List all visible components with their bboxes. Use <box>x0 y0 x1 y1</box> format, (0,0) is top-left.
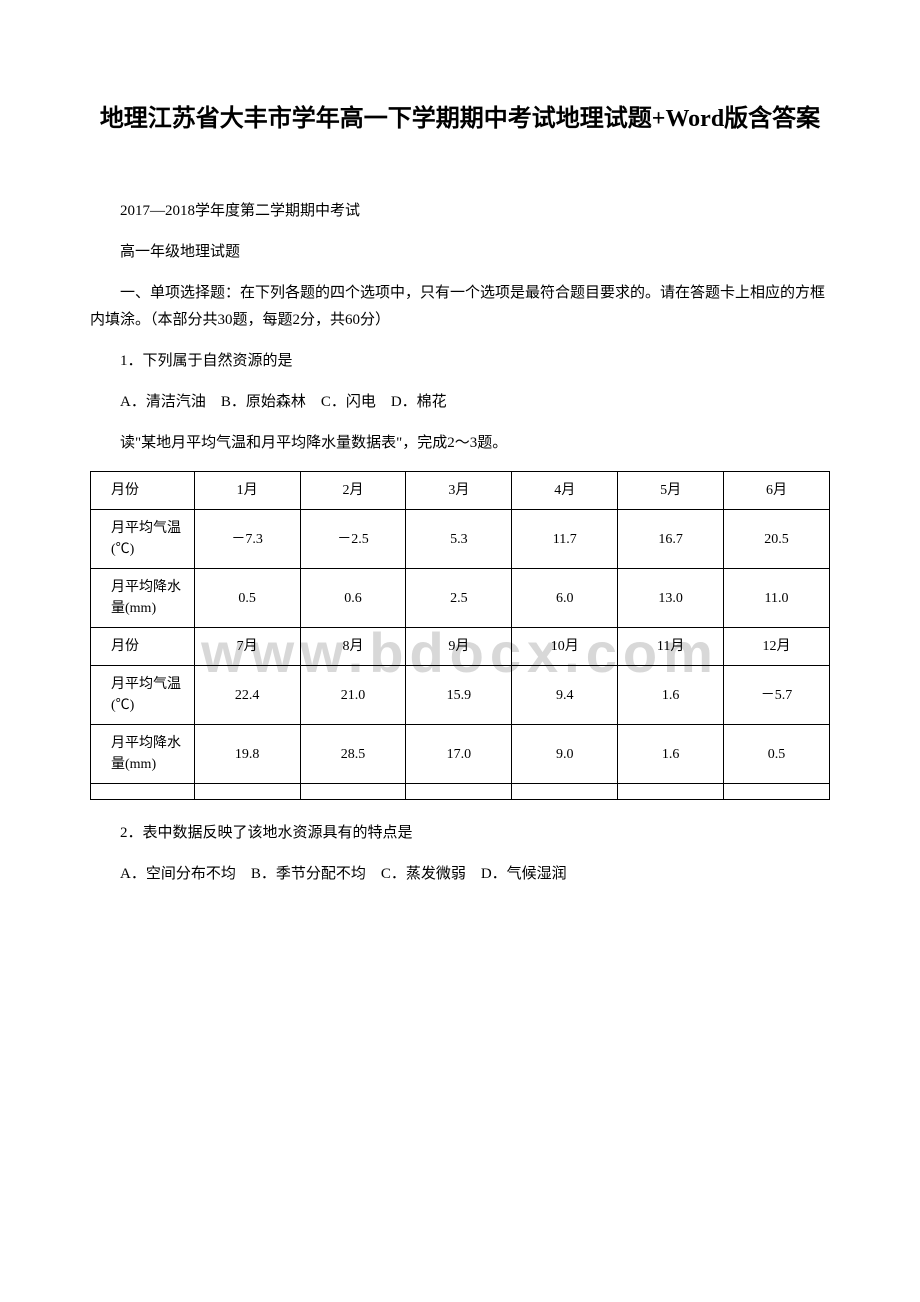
table-cell: 0.5 <box>724 725 830 784</box>
table-cell: 21.0 <box>300 666 406 725</box>
table-cell-label: 月平均降水量(mm) <box>91 725 195 784</box>
table-cell: 3月 <box>406 472 512 510</box>
table-row: 月平均气温(℃) 22.4 21.0 15.9 9.4 1.6 －5.7 <box>91 666 830 725</box>
table-cell: 6.0 <box>512 569 618 628</box>
table-row: 月平均气温(℃) －7.3 －2.5 5.3 11.7 16.7 20.5 <box>91 510 830 569</box>
table-cell: 1.6 <box>618 666 724 725</box>
climate-data-table: 月份 1月 2月 3月 4月 5月 6月 月平均气温(℃) －7.3 －2.5 … <box>90 471 830 800</box>
table-cell: 11.0 <box>724 569 830 628</box>
question-1-stem: 1．下列属于自然资源的是 <box>90 348 830 375</box>
table-cell: 28.5 <box>300 725 406 784</box>
table-cell: －2.5 <box>300 510 406 569</box>
table-cell: －5.7 <box>724 666 830 725</box>
table-cell: 11.7 <box>512 510 618 569</box>
table-intro: 读"某地月平均气温和月平均降水量数据表"，完成2～3题。 <box>90 430 830 457</box>
table-cell: 6月 <box>724 472 830 510</box>
table-cell: 16.7 <box>618 510 724 569</box>
exam-year-line: 2017—2018学年度第二学期期中考试 <box>90 198 830 225</box>
table-row: 月份 7月 8月 9月 10月 11月 12月 <box>91 628 830 666</box>
table-cell-label: 月平均降水量(mm) <box>91 569 195 628</box>
table-cell: 7月 <box>194 628 300 666</box>
table-cell: 10月 <box>512 628 618 666</box>
table-cell: 9月 <box>406 628 512 666</box>
table-cell: 9.4 <box>512 666 618 725</box>
table-cell: 22.4 <box>194 666 300 725</box>
table-row: 月份 1月 2月 3月 4月 5月 6月 <box>91 472 830 510</box>
table-cell: 11月 <box>618 628 724 666</box>
table-cell: 20.5 <box>724 510 830 569</box>
grade-subject-line: 高一年级地理试题 <box>90 239 830 266</box>
question-2-stem: 2．表中数据反映了该地水资源具有的特点是 <box>90 820 830 847</box>
table-cell: 9.0 <box>512 725 618 784</box>
table-cell-label: 月份 <box>91 472 195 510</box>
table-cell: 12月 <box>724 628 830 666</box>
table-cell: 19.8 <box>194 725 300 784</box>
table-cell: 8月 <box>300 628 406 666</box>
table-cell: 5.3 <box>406 510 512 569</box>
table-cell: 4月 <box>512 472 618 510</box>
table-row: 月平均降水量(mm) 0.5 0.6 2.5 6.0 13.0 11.0 <box>91 569 830 628</box>
table-cell: 0.6 <box>300 569 406 628</box>
table-cell-label: 月平均气温(℃) <box>91 666 195 725</box>
table-cell-label: 月平均气温(℃) <box>91 510 195 569</box>
table-cell-label: 月份 <box>91 628 195 666</box>
table-cell: 17.0 <box>406 725 512 784</box>
table-cell: －7.3 <box>194 510 300 569</box>
section-instructions: 一、单项选择题：在下列各题的四个选项中，只有一个选项是最符合题目要求的。请在答题… <box>90 280 830 334</box>
table-cell: 2.5 <box>406 569 512 628</box>
table-cell: 1.6 <box>618 725 724 784</box>
table-row: 月平均降水量(mm) 19.8 28.5 17.0 9.0 1.6 0.5 <box>91 725 830 784</box>
table-cell: 1月 <box>194 472 300 510</box>
table-cell: 2月 <box>300 472 406 510</box>
question-2-options: A．空间分布不均 B．季节分配不均 C．蒸发微弱 D．气候湿润 <box>90 861 830 888</box>
table-cell: 0.5 <box>194 569 300 628</box>
question-1-options: A．清洁汽油 B．原始森林 C．闪电 D．棉花 <box>90 389 830 416</box>
table-cell: 15.9 <box>406 666 512 725</box>
document-title: 地理江苏省大丰市学年高一下学期期中考试地理试题+Word版含答案 <box>90 100 830 138</box>
table-cell: 13.0 <box>618 569 724 628</box>
table-row-empty <box>91 784 830 800</box>
table-cell: 5月 <box>618 472 724 510</box>
